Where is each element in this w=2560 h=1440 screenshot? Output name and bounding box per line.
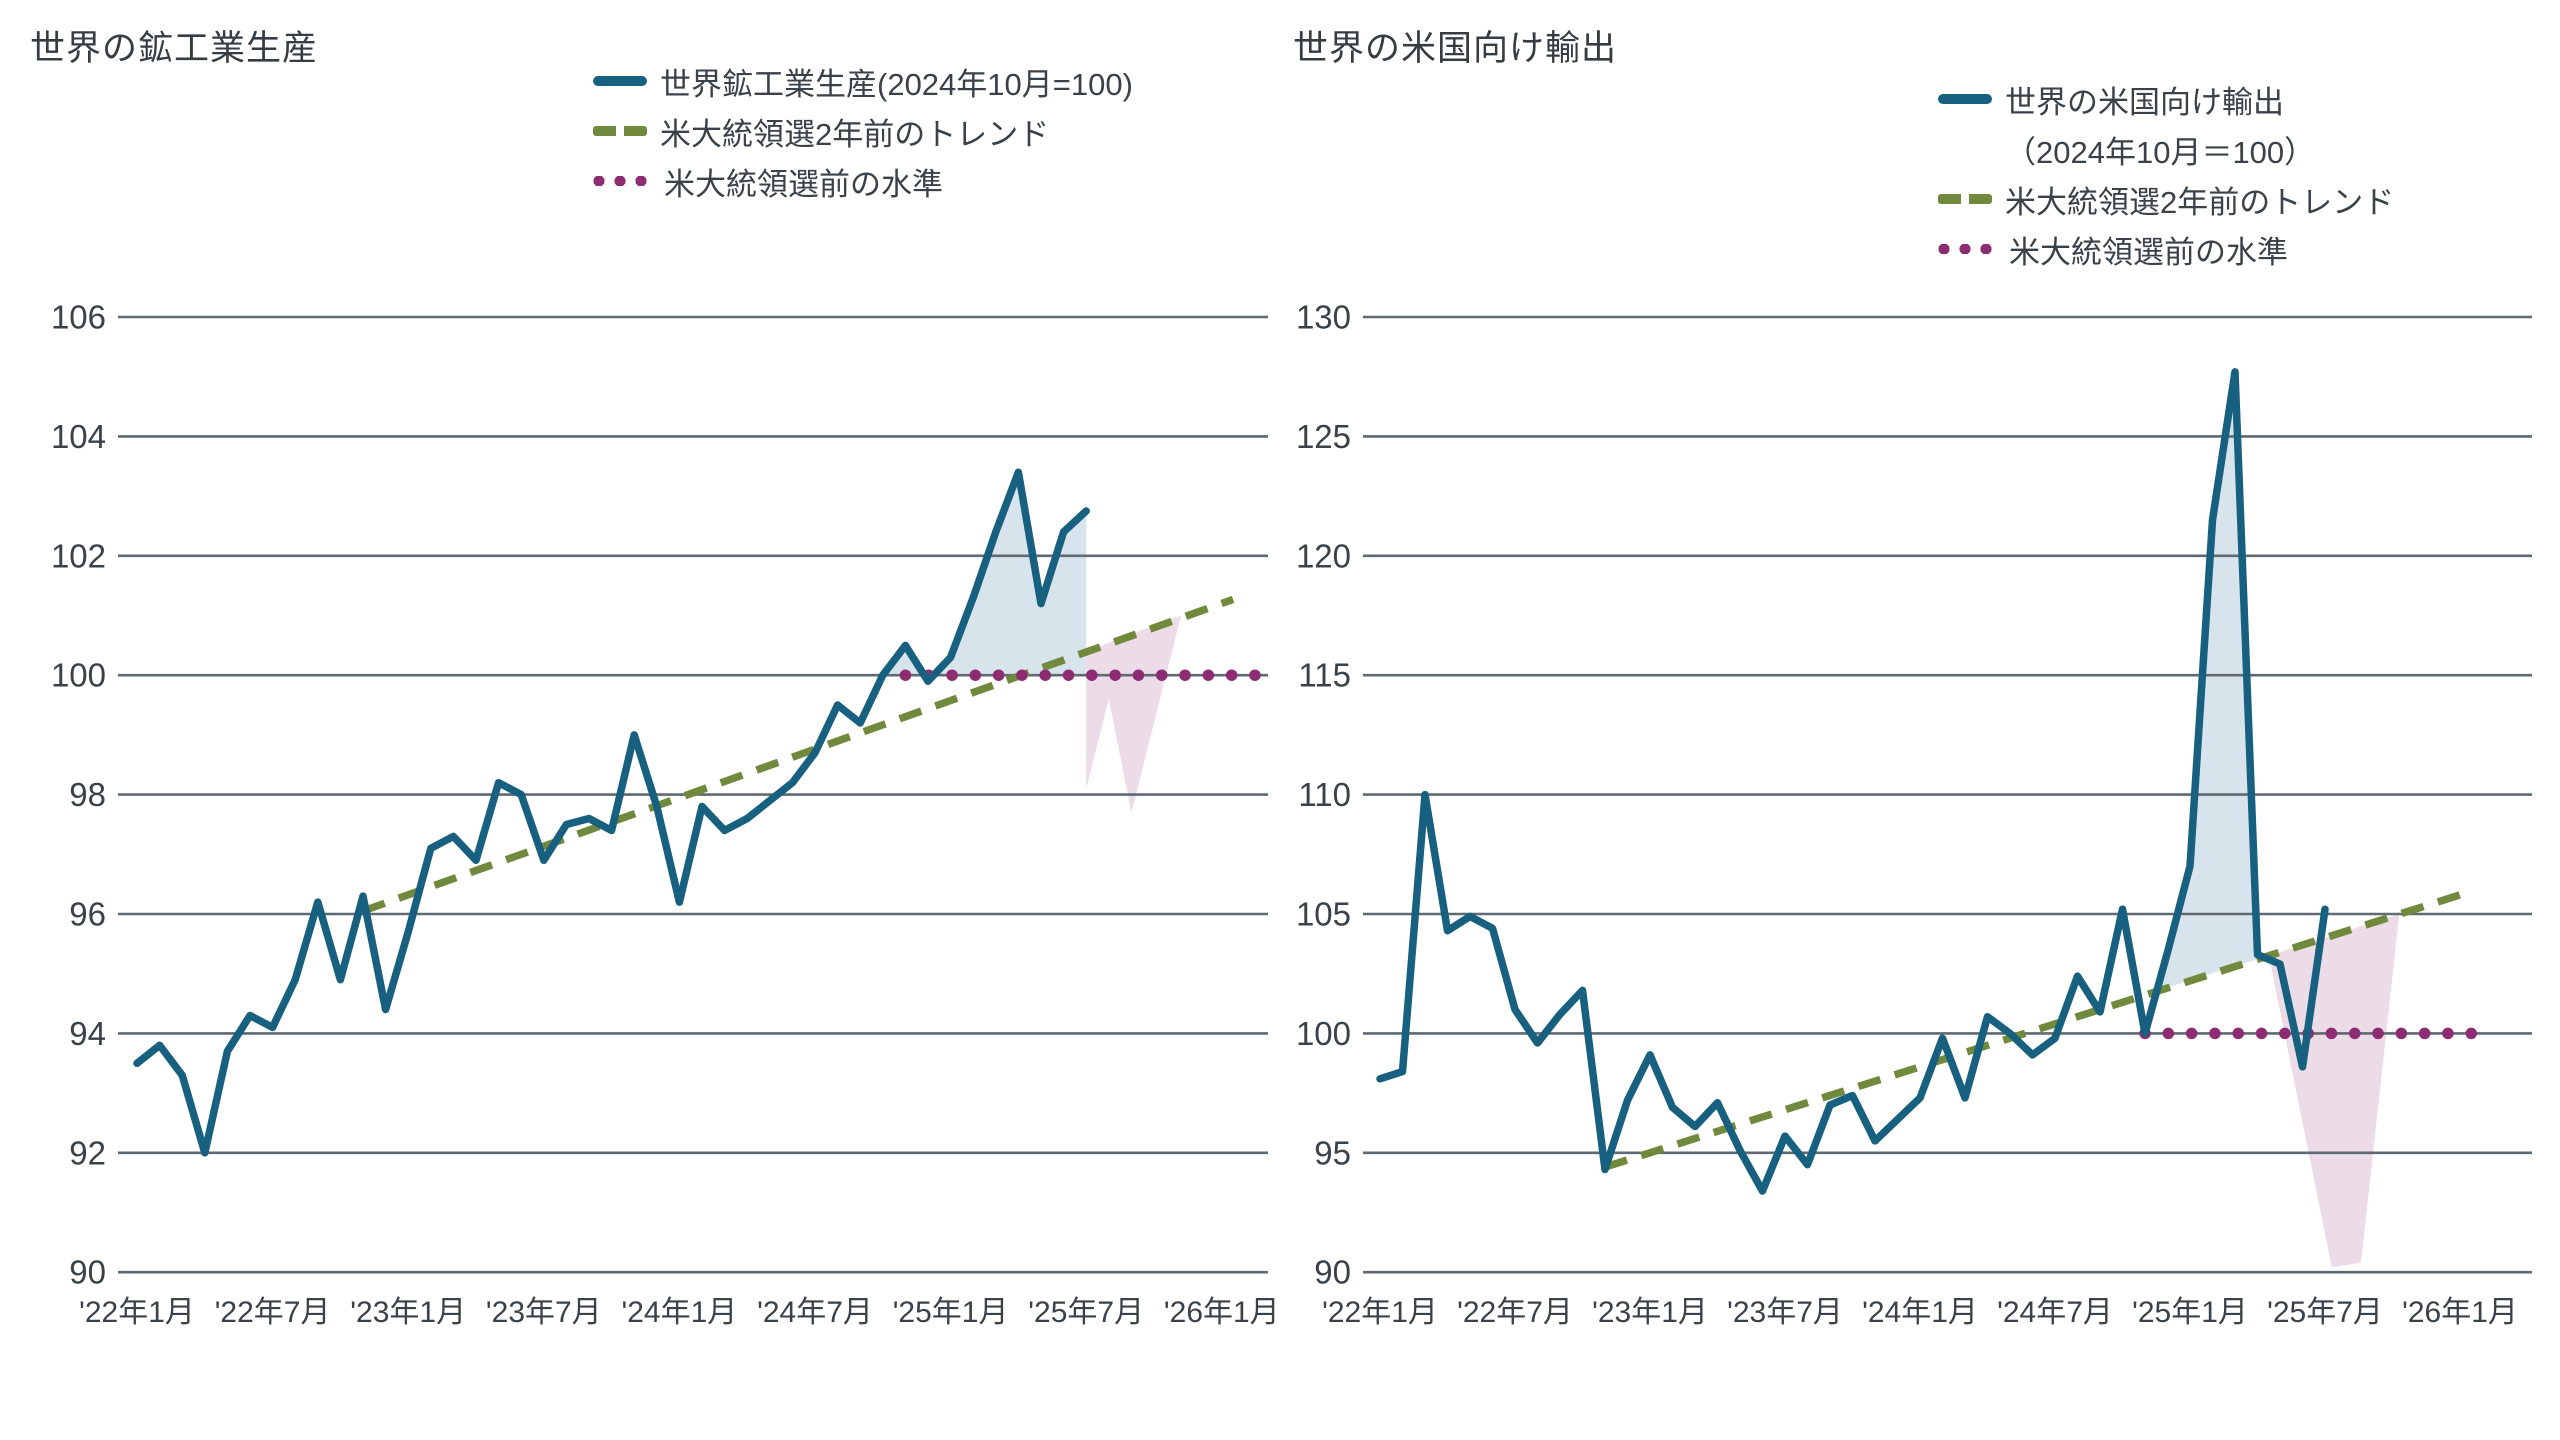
series-line-swatch-icon	[1938, 94, 1992, 104]
fill-region-actual-above-pre-election-level	[882, 472, 1087, 682]
legend-item-series: 世界鉱工業生産(2024年10月=100)	[593, 56, 1133, 106]
y-tick-label-90: 90	[1314, 1254, 1351, 1291]
y-tick-label-92: 92	[69, 1134, 106, 1171]
series-line-swatch-icon	[593, 76, 647, 86]
y-tick-label-100: 100	[1296, 1015, 1351, 1052]
x-tick-label-24: '24年1月	[1862, 1296, 1978, 1329]
y-tick-label-100: 100	[51, 657, 106, 694]
legend-item-label: 米大統領選前の水準	[664, 166, 943, 202]
series-line	[1376, 368, 2329, 1195]
trend-line-swatch-icon	[1938, 194, 1992, 204]
legend-item-pre-election-level: 米大統領選前の水準	[593, 156, 1133, 206]
x-tick-label-6: '22年7月	[1457, 1296, 1573, 1329]
x-tick-label-36: '25年1月	[2132, 1296, 2248, 1329]
legend-item-label: 米大統領選2年前のトレンド	[2005, 184, 2395, 220]
legend-item-pre-election-level: 米大統領選前の水準	[1938, 224, 2394, 274]
y-tick-label-95: 95	[1314, 1134, 1351, 1171]
y-tick-label-94: 94	[69, 1015, 106, 1052]
y-tick-label-110: 110	[1298, 776, 1351, 813]
legend-exports-to-us: 世界の米国向け輸出 （2024年10月＝100） 米大統領選2年前のトレンド 米…	[1938, 74, 2394, 274]
x-tick-label-6: '22年7月	[215, 1296, 331, 1329]
y-tick-label-115: 115	[1298, 657, 1351, 694]
legend-item-trend: 米大統領選2年前のトレンド	[593, 106, 1133, 156]
x-tick-label-48: '26年1月	[2402, 1296, 2518, 1329]
y-tick-label-96: 96	[69, 896, 106, 933]
fill-region-payback-below-trend	[2268, 914, 2400, 1268]
x-tick-label-24: '24年1月	[622, 1296, 738, 1329]
y-tick-label-104: 104	[51, 418, 106, 455]
chart-title-industrial-production: 世界の鉱工業生産	[30, 29, 319, 68]
dotted-line-swatch-icon	[593, 176, 651, 186]
legend-item-series-line2: （2024年10月＝100）	[1938, 124, 2394, 174]
legend-item-trend: 米大統領選2年前のトレンド	[1938, 174, 2394, 224]
y-tick-label-106: 106	[51, 299, 106, 336]
y-tick-label-102: 102	[51, 537, 106, 574]
trend-line	[361, 595, 1235, 915]
chart-title-exports-to-us: 世界の米国向け輸出	[1293, 29, 1618, 68]
series-line	[133, 468, 1090, 1157]
legend-industrial-production: 世界鉱工業生産(2024年10月=100) 米大統領選2年前のトレンド 米大統領…	[593, 56, 1133, 206]
legend-item-label-line2: （2024年10月＝100）	[2005, 134, 2316, 170]
x-tick-label-48: '26年1月	[1164, 1296, 1280, 1329]
dotted-line-swatch-icon	[1938, 244, 1996, 254]
x-tick-label-42: '25年7月	[2267, 1296, 2383, 1329]
x-tick-label-30: '24年7月	[757, 1296, 873, 1329]
x-tick-label-30: '24年7月	[1997, 1296, 2113, 1329]
x-tick-label-12: '23年1月	[350, 1296, 466, 1329]
y-tick-label-125: 125	[1296, 418, 1351, 455]
x-tick-label-12: '23年1月	[1592, 1296, 1708, 1329]
x-tick-label-0: '22年1月	[79, 1296, 195, 1329]
x-tick-label-0: '22年1月	[1322, 1296, 1438, 1329]
trend-line-swatch-icon	[593, 126, 647, 136]
x-tick-label-42: '25年7月	[1028, 1296, 1144, 1329]
fill-region-projected-shortfall-below-trend	[1086, 615, 1182, 813]
legend-item-series: 世界の米国向け輸出	[1938, 74, 2394, 124]
y-tick-label-98: 98	[69, 776, 106, 813]
fill-region-front-loading-above-trend	[2158, 371, 2257, 991]
x-tick-label-18: '23年7月	[1727, 1296, 1843, 1329]
legend-item-label: 世界鉱工業生産(2024年10月=100)	[660, 66, 1133, 102]
y-tick-label-105: 105	[1296, 896, 1351, 933]
x-tick-label-18: '23年7月	[486, 1296, 602, 1329]
y-tick-label-90: 90	[69, 1254, 106, 1291]
legend-item-label: 世界の米国向け輸出	[2005, 84, 2284, 120]
legend-item-label: 米大統領選2年前のトレンド	[660, 116, 1050, 152]
x-tick-label-36: '25年1月	[893, 1296, 1009, 1329]
y-tick-label-120: 120	[1296, 537, 1351, 574]
y-tick-label-130: 130	[1296, 299, 1351, 336]
legend-item-label: 米大統領選前の水準	[2009, 234, 2288, 270]
